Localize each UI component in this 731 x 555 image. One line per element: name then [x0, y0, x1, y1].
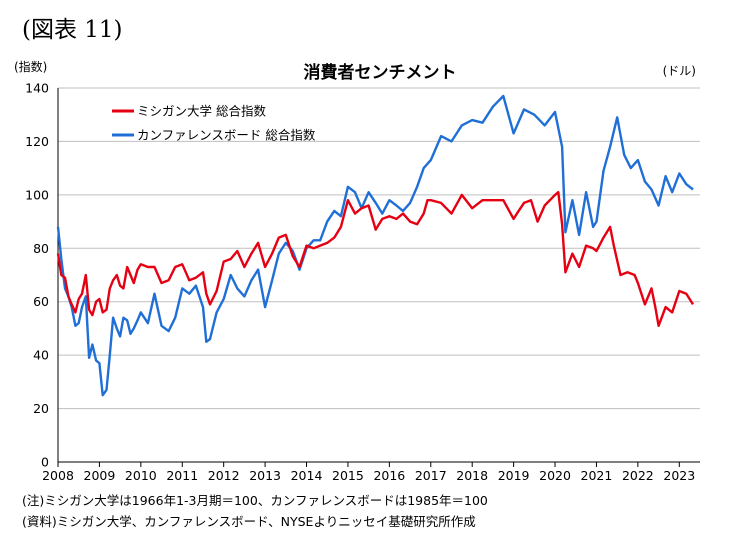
x-tick-label: 2023: [663, 468, 695, 483]
y-tick-labels: 0 20 40 60 80 100 120 140: [25, 81, 49, 470]
x-tick-labels: 2008 2009 2010 2011 2012 2013 2014 2015 2016 2017…: [42, 468, 695, 483]
y-tick-label: 20: [33, 401, 49, 416]
y-tick-label: 40: [33, 348, 49, 363]
x-tick-label: 2008: [42, 468, 74, 483]
x-tick-label: 2012: [208, 468, 240, 483]
note-line: (注)ミシガン大学は1966年1-3月期＝100、カンファレンスボードは1985…: [22, 493, 488, 508]
notes: (注)ミシガン大学は1966年1-3月期＝100、カンファレンスボードは1985…: [22, 490, 488, 532]
legend: ミシガン大学 総合指数 カンファレンスボード 総合指数: [112, 104, 316, 143]
x-tick-label: 2011: [166, 468, 198, 483]
legend-label-conference-board: カンファレンスボード 総合指数: [137, 128, 316, 143]
x-tick-label: 2014: [291, 468, 323, 483]
grid-lines: [58, 87, 700, 410]
y-tick-label: 0: [41, 455, 49, 470]
y2-axis-label: (ドル): [663, 64, 696, 78]
legend-label-michigan: ミシガン大学 総合指数: [137, 104, 266, 119]
y-tick-label: 120: [25, 134, 49, 149]
y-tick-label: 140: [25, 81, 49, 96]
x-tick-label: 2021: [581, 468, 613, 483]
x-tick-label: 2022: [622, 468, 654, 483]
series-lines: [56, 94, 695, 397]
x-tick-label: 2010: [125, 468, 157, 483]
y-axis-label: (指数): [14, 59, 47, 74]
x-tick-label: 2009: [84, 468, 116, 483]
x-tick-label: 2017: [415, 468, 447, 483]
x-tick-label: 2016: [373, 468, 405, 483]
x-tick-label: 2018: [456, 468, 488, 483]
x-tick-label: 2015: [332, 468, 364, 483]
y-tick-label: 60: [33, 294, 49, 309]
source-line: (資料)ミシガン大学、カンファレンスボード、NYSEよりニッセイ基礎研究所作成: [22, 514, 476, 529]
series-line-michigan: [56, 190, 695, 327]
y-tick-label: 80: [33, 241, 49, 256]
y-tick-label: 100: [25, 187, 49, 202]
x-tick-label: 2013: [249, 468, 281, 483]
series-line-conference-board: [56, 94, 694, 397]
chart-title: 消費者センチメント: [304, 62, 457, 83]
x-tick-label: 2020: [539, 468, 571, 483]
figure-label: (図表 11): [22, 17, 123, 43]
x-tick-label: 2019: [498, 468, 530, 483]
axes: [57, 88, 700, 467]
